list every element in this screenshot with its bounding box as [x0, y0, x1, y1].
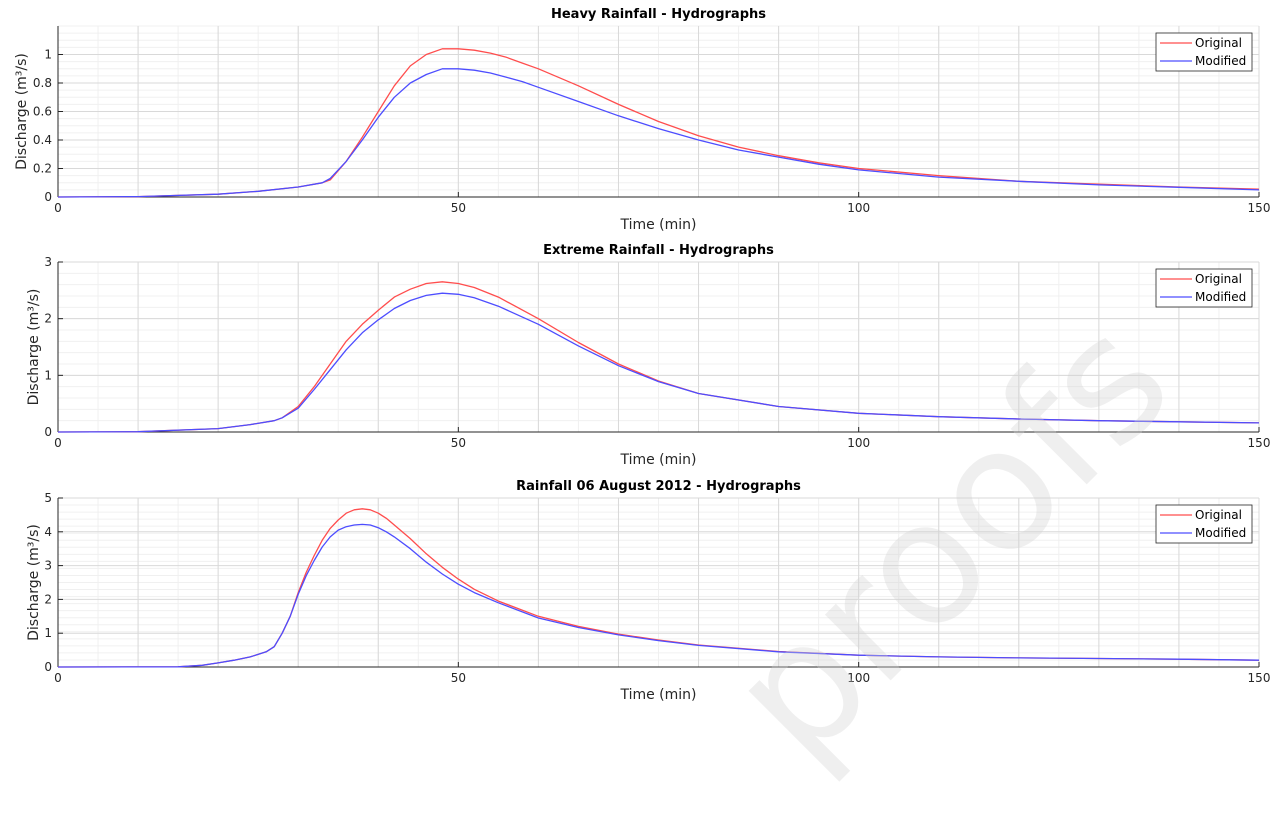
chart-panel-2: 0 50 100 150 0 1 2 3 Extreme Rainfall - Hydrogra…	[26, 243, 1270, 468]
legend-label-original: Original	[1195, 508, 1242, 522]
y-tick-label: 0.8	[33, 76, 52, 90]
x-tick-label: 100	[847, 436, 870, 450]
x-tick-label: 50	[451, 201, 466, 215]
x-tick-label: 150	[1248, 201, 1271, 215]
series-line-modified	[57, 68, 1260, 198]
y-axis-label: Discharge (m³/s)	[14, 53, 30, 170]
series-line-modified	[57, 292, 1260, 433]
legend: Original Modified	[1155, 504, 1253, 544]
y-tick-label: 1	[44, 368, 52, 382]
legend: Original Modified	[1155, 32, 1253, 72]
chart-title: Heavy Rainfall - Hydrographs	[551, 7, 766, 22]
x-axis-label: Time (min)	[619, 217, 696, 233]
x-axis-label: Time (min)	[619, 687, 696, 703]
y-tick-label: 0.4	[33, 133, 52, 147]
chart-title: Rainfall 06 August 2012 - Hydrographs	[516, 479, 801, 494]
x-tick-label: 100	[847, 671, 870, 685]
x-axis-label: Time (min)	[619, 452, 696, 468]
x-tick-label: 100	[847, 201, 870, 215]
legend: Original Modified	[1155, 268, 1253, 308]
legend-box	[1155, 504, 1253, 544]
x-tick-label: 50	[451, 671, 466, 685]
series-line-modified	[57, 523, 1260, 668]
y-tick-label: 1	[44, 626, 52, 640]
y-tick-label: 0.2	[33, 162, 52, 176]
x-tick-label: 0	[54, 201, 62, 215]
x-tick-label: 50	[451, 436, 466, 450]
major-grid	[57, 26, 1260, 198]
y-tick-label: 0	[44, 425, 52, 439]
x-tick-label: 150	[1248, 436, 1271, 450]
y-tick-label: 2	[44, 592, 52, 606]
legend-label-original: Original	[1195, 36, 1242, 50]
x-tick-label: 150	[1248, 671, 1271, 685]
chart-panel-1: 0 50 100 150 0 0.2 0.4 0.6 0.8 1 Heavy Rainfall - …	[14, 7, 1270, 233]
y-tick-label: 2	[44, 312, 52, 326]
legend-box	[1155, 32, 1253, 72]
y-tick-label: 4	[44, 525, 52, 539]
chart-panel-3: 0 50 100 150 0 1 2 3 4 5 Rainfall 06 August 2012 -…	[26, 479, 1270, 703]
chart-title: Extreme Rainfall - Hydrographs	[543, 243, 774, 258]
y-axis-label: Discharge (m³/s)	[26, 289, 42, 406]
legend-label-modified: Modified	[1195, 526, 1246, 540]
legend-label-modified: Modified	[1195, 290, 1246, 304]
y-tick-label: 3	[44, 255, 52, 269]
y-tick-label: 0	[44, 660, 52, 674]
y-axis-label: Discharge (m³/s)	[26, 524, 42, 641]
y-tick-label: 5	[44, 491, 52, 505]
x-tick-label: 0	[54, 436, 62, 450]
legend-box	[1155, 268, 1253, 308]
y-tick-label: 1	[44, 48, 52, 62]
x-tick-label: 0	[54, 671, 62, 685]
y-tick-label: 3	[44, 559, 52, 573]
legend-label-original: Original	[1195, 272, 1242, 286]
y-tick-label: 0	[44, 190, 52, 204]
legend-label-modified: Modified	[1195, 54, 1246, 68]
y-tick-label: 0.6	[33, 105, 52, 119]
